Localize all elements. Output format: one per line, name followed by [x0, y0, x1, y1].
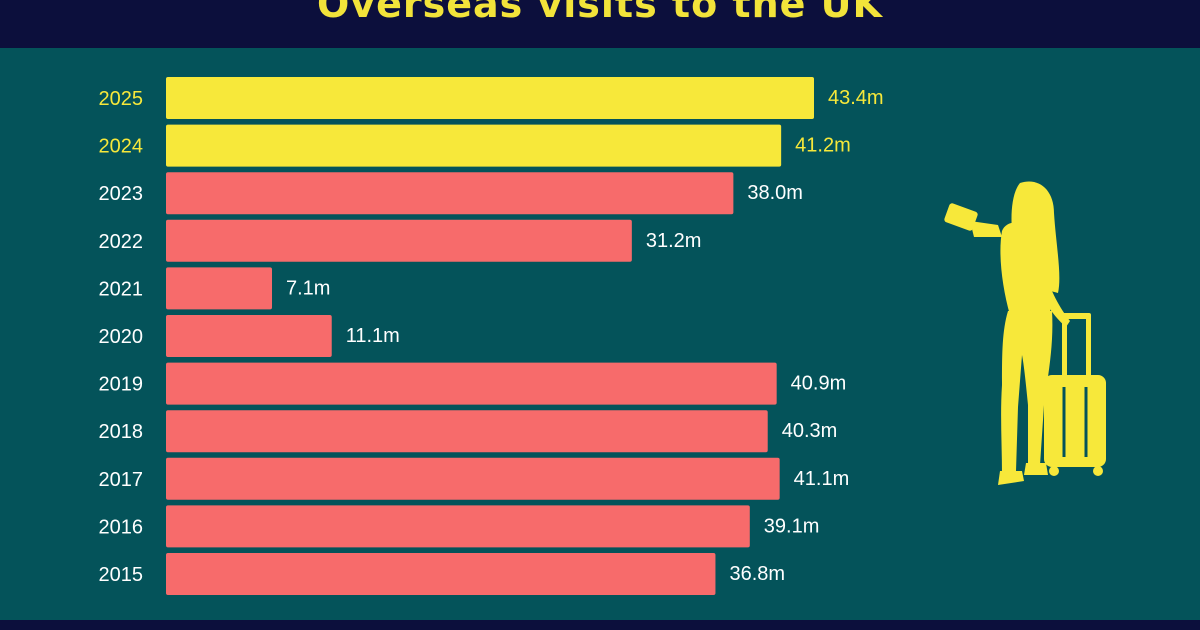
bar-2017	[166, 457, 780, 500]
bar-2022	[166, 219, 632, 262]
tick-label-2020: 2020	[99, 326, 144, 348]
header-bar: Overseas visits to the UK	[0, 0, 1200, 48]
traveler-with-suitcase-icon	[944, 181, 1106, 485]
tick-label-2025: 2025	[99, 88, 144, 110]
footer-bar	[0, 620, 1200, 630]
bar-2020	[166, 315, 332, 357]
bar-2024	[166, 124, 782, 167]
chart-title: Overseas visits to the UK	[317, 0, 883, 26]
value-label-2020: 11.1m	[346, 325, 400, 347]
value-label-2019: 40.9m	[791, 373, 847, 395]
tick-label-2023: 2023	[99, 183, 144, 205]
tick-label-2018: 2018	[99, 421, 144, 443]
value-label-2025: 43.4m	[828, 87, 884, 109]
bar-2023	[166, 172, 734, 215]
value-label-2023: 38.0m	[747, 182, 803, 204]
value-label-2018: 40.3m	[782, 420, 838, 442]
value-label-2016: 39.1m	[764, 515, 820, 537]
value-label-2015: 36.8m	[729, 563, 785, 585]
bar-2016	[166, 505, 750, 548]
tick-label-2022: 2022	[99, 231, 144, 253]
bar-2019	[166, 362, 777, 405]
value-label-2022: 31.2m	[646, 230, 702, 252]
bar-2025	[166, 77, 814, 119]
tick-label-2024: 2024	[99, 136, 144, 158]
tick-label-2019: 2019	[99, 374, 144, 396]
tick-label-2015: 2015	[99, 564, 144, 586]
value-label-2021: 7.1m	[286, 277, 330, 299]
tick-label-2016: 2016	[99, 516, 144, 538]
tick-label-2021: 2021	[99, 278, 144, 300]
bar-2021	[166, 267, 273, 310]
bar-2018	[166, 410, 768, 453]
tick-label-2017: 2017	[99, 469, 144, 491]
bar-2015	[166, 553, 716, 595]
value-label-2024: 41.2m	[795, 135, 851, 157]
value-label-2017: 41.1m	[794, 468, 850, 490]
